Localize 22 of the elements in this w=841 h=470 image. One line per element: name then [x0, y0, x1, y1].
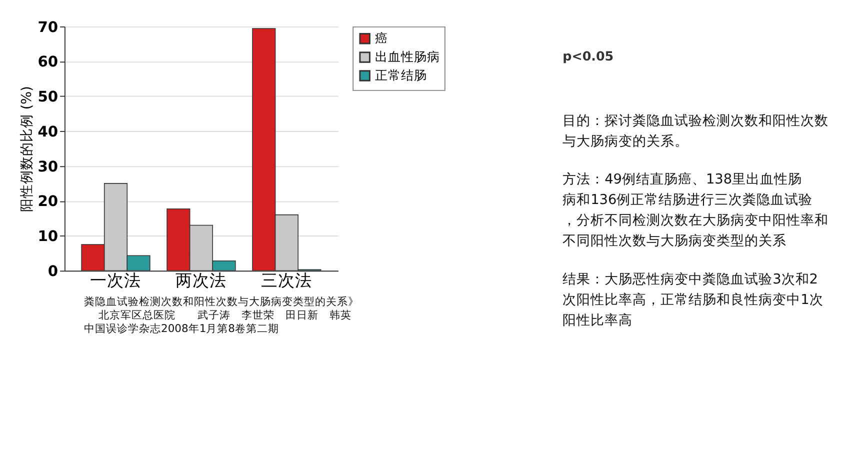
text: 北京军区总医院 武子涛 李世荣 田日新 韩英: [98, 308, 352, 322]
text: 粪隐血试验检测次数和阳性次数与大肠病变类型的关系》: [84, 294, 359, 308]
legend-label: 正常结肠: [375, 68, 428, 83]
y-axis-title: 阳性例数的比例 (%): [18, 86, 35, 212]
legend-label: 出血性肠病: [375, 49, 440, 64]
y-tick-label: 20: [38, 193, 58, 210]
y-tick-label: 50: [38, 88, 58, 106]
text: 结果：大肠恶性病变中粪隐血试验3次和2次阳性比率高，正常结肠和良性病变中1次阳性比率高: [562, 271, 824, 328]
x-tick-label: 三次法: [261, 270, 312, 290]
y-tick-label: 10: [38, 228, 58, 246]
text: 中国误诊学杂志2008年1月第8卷第二期: [84, 322, 279, 336]
text: 方法：49例结直肠癌、138里出血性肠病和136例正常结肠进行三次粪隐血试验，分析不同检测次数在大肠病变中阳性率和不同阳性次数与大肠病变类型的关系: [562, 172, 829, 250]
y-tick-label: 60: [38, 54, 58, 71]
x-tick-label: 两次法: [176, 270, 227, 290]
y-tick-label: 0: [48, 263, 58, 280]
text: p<0.05: [562, 48, 614, 64]
y-tick-label: 40: [38, 123, 58, 140]
legend-label: 癌: [375, 30, 388, 46]
x-tick-label: 一次法: [90, 270, 142, 290]
y-tick-label: 70: [38, 18, 58, 36]
text: 目的：探讨粪隐血试验检测次数和阳性次数与大肠病变的关系。: [562, 113, 829, 150]
y-tick-label: 30: [38, 158, 58, 176]
